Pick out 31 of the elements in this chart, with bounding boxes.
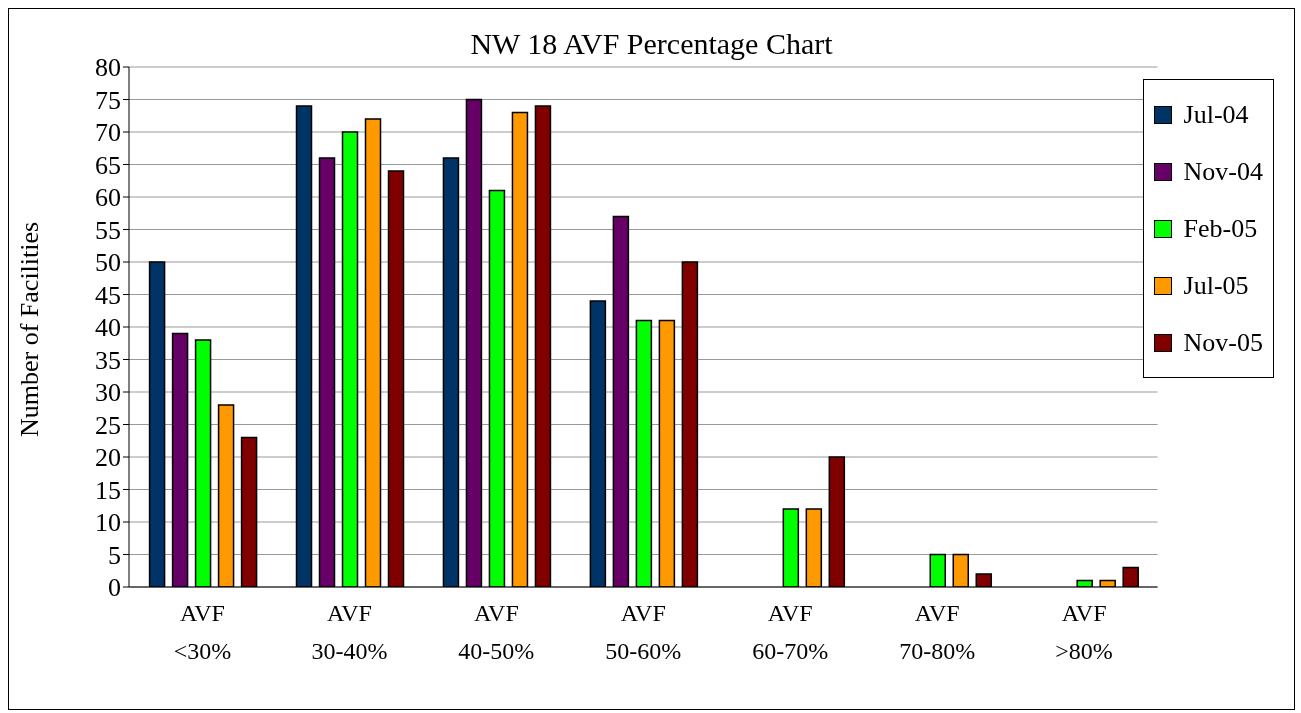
y-tick-label: 40	[95, 313, 121, 343]
x-tick-label: AVF 70-80%	[899, 600, 976, 664]
y-tick-label: 70	[95, 118, 121, 148]
y-tick-label: 25	[95, 410, 121, 440]
x-tick-label: AVF 60-70%	[752, 600, 829, 664]
y-tick-label: 65	[95, 150, 121, 180]
y-tick-label: 60	[95, 183, 121, 213]
y-tick-label: 0	[108, 573, 121, 603]
legend-label: Nov-05	[1183, 327, 1263, 358]
y-tick-label: 15	[95, 475, 121, 505]
chart-title: NW 18 AVF Percentage Chart	[470, 27, 833, 60]
y-tick-label: 50	[95, 248, 121, 278]
y-tick-label: 30	[95, 378, 121, 408]
y-tick-label: 75	[95, 85, 121, 115]
y-tick-label: 35	[95, 345, 121, 375]
y-axis-title: Number of Facilities	[15, 221, 45, 437]
y-tick-label: 20	[95, 443, 121, 473]
x-tick-label: AVF 40-50%	[458, 600, 535, 664]
x-tick-label: AVF 30-40%	[311, 600, 388, 664]
legend-label: Jul-04	[1183, 99, 1249, 130]
x-tick-label: AVF 50-60%	[605, 600, 682, 664]
legend-label: Feb-05	[1183, 213, 1258, 244]
y-tick-label: 5	[108, 540, 121, 570]
y-tick-label: 10	[95, 508, 121, 538]
y-tick-label: 80	[95, 53, 121, 83]
x-tick-label: AVF <30%	[173, 600, 232, 664]
y-tick-label: 45	[95, 280, 121, 310]
y-tick-label: 55	[95, 215, 121, 245]
x-tick-label: AVF >80%	[1055, 600, 1113, 664]
legend-label: Jul-05	[1183, 270, 1249, 301]
legend-label: Nov-04	[1183, 156, 1263, 187]
